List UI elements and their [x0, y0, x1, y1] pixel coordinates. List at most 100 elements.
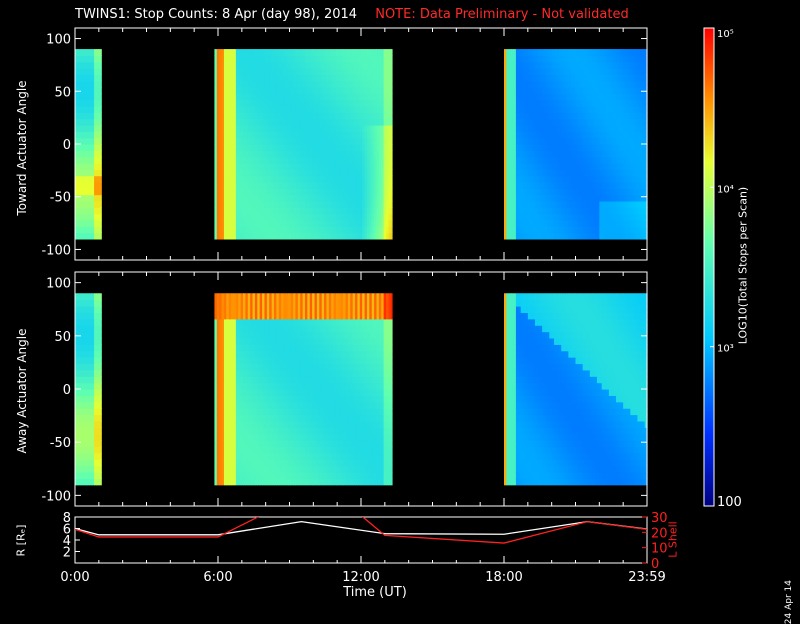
heatmap-cell: [391, 81, 393, 88]
heatmap-cell: [391, 182, 393, 189]
heatmap-cell: [99, 68, 102, 75]
heatmap-block: [504, 49, 648, 239]
heatmap-cell: [99, 472, 102, 479]
heatmap-cell: [391, 106, 393, 113]
heatmap-cell: [99, 383, 102, 390]
heatmap-cell: [99, 119, 102, 126]
heatmap-cell: [99, 74, 102, 81]
heatmap-cell: [391, 112, 393, 119]
heatmap-cell: [99, 195, 102, 202]
heatmap-cell: [99, 446, 102, 453]
heatmap-cell: [99, 293, 102, 300]
y-tick-label: 100: [46, 33, 71, 48]
heatmap-cell: [99, 188, 102, 195]
heatmap-cell: [391, 55, 393, 62]
heatmap-cell: [391, 119, 393, 126]
heatmap-cell: [391, 188, 393, 195]
heatmap-cell: [99, 459, 102, 466]
heatmap-cell: [99, 376, 102, 383]
heatmap-cell: [391, 125, 393, 132]
heatmap-cell: [99, 49, 102, 56]
y-tick-label: -50: [50, 191, 71, 206]
heatmap-cell: [99, 344, 102, 351]
heatmap-cell: [99, 106, 102, 113]
heatmap-cell: [99, 478, 102, 485]
heatmap-cell: [391, 74, 393, 81]
heatmap-cell: [99, 434, 102, 441]
heatmap-cell: [99, 389, 102, 396]
heatmap-cell: [99, 300, 102, 307]
heatmap-cell: [99, 176, 102, 183]
y-tick-label: -100: [41, 243, 71, 258]
heatmap-cell: [391, 100, 393, 107]
heatmap-cell: [99, 440, 102, 447]
heatmap-cell: [391, 220, 393, 227]
heatmap-cell: [99, 62, 102, 69]
heatmap-cell: [391, 169, 393, 176]
heatmap-cell: [99, 357, 102, 364]
heatmap-cell: [99, 233, 102, 240]
heatmap-cell: [99, 408, 102, 415]
heatmap-cell: [391, 87, 393, 94]
heatmap-cell: [99, 182, 102, 189]
heatmap-cell: [99, 226, 102, 233]
heatmap-cell: [99, 415, 102, 422]
heatmap-cell: [391, 144, 393, 151]
heatmap-cell: [391, 131, 393, 138]
chart-svg: 100500-50-100100500-50-100864230201000:0…: [0, 0, 800, 600]
heatmap-cell: [99, 112, 102, 119]
heatmap-cell: [391, 214, 393, 221]
chart-stage: TWINS1: Stop Counts: 8 Apr (day 98), 201…: [0, 0, 800, 600]
heatmap-cell: [99, 138, 102, 145]
heatmap-cell: [99, 131, 102, 138]
y-tick-label: 50: [54, 85, 71, 100]
heatmap-cell: [391, 233, 393, 240]
heatmap-cell: [391, 138, 393, 145]
heatmap-cell: [391, 150, 393, 157]
heatmap-cell: [99, 332, 102, 339]
heatmap-cell: [99, 453, 102, 460]
heatmap-cell: [391, 163, 393, 170]
heatmap-cell: [99, 363, 102, 370]
heatmap-cell: [99, 87, 102, 94]
heatmap-cell: [99, 421, 102, 428]
heatmap-cell: [391, 49, 393, 56]
heatmap-cell: [99, 319, 102, 326]
heatmap-cell: [99, 325, 102, 332]
heatmap-cell: [99, 207, 102, 214]
heatmap-cell: [99, 55, 102, 62]
heatmap-cell: [391, 62, 393, 69]
heatmap-cell: [391, 195, 393, 202]
heatmap-cell: [391, 226, 393, 233]
heatmap-cell: [99, 306, 102, 313]
heatmap-cell: [391, 201, 393, 208]
heatmap-cell: [99, 157, 102, 164]
heatmap-cell: [99, 100, 102, 107]
heatmap-cell: [99, 214, 102, 221]
heatmap-cell: [99, 81, 102, 88]
heatmap-cell: [99, 169, 102, 176]
heatmap-cell: [99, 125, 102, 132]
heatmap-cell: [391, 157, 393, 164]
heatmap-cell: [391, 207, 393, 214]
heatmap-cell: [99, 402, 102, 409]
heatmap-cell: [99, 163, 102, 170]
heatmap-cell: [99, 150, 102, 157]
heatmap-cell: [99, 312, 102, 319]
heatmap-cell: [391, 176, 393, 183]
heatmap-cell: [391, 68, 393, 75]
heatmap-cell: [99, 466, 102, 473]
heatmap-cell: [99, 144, 102, 151]
heatmap-cell: [99, 351, 102, 358]
heatmap-block: [214, 49, 392, 239]
heatmap-block: [214, 293, 392, 485]
heatmap-cell: [99, 395, 102, 402]
heatmap-cell: [99, 220, 102, 227]
heatmap-cell: [99, 201, 102, 208]
y-tick-label: 0: [63, 138, 71, 153]
heatmap-cell: [99, 427, 102, 434]
heatmap-cell: [99, 370, 102, 377]
heatmap-cell: [99, 338, 102, 345]
heatmap-cell: [99, 93, 102, 100]
heatmap-cell: [391, 93, 393, 100]
